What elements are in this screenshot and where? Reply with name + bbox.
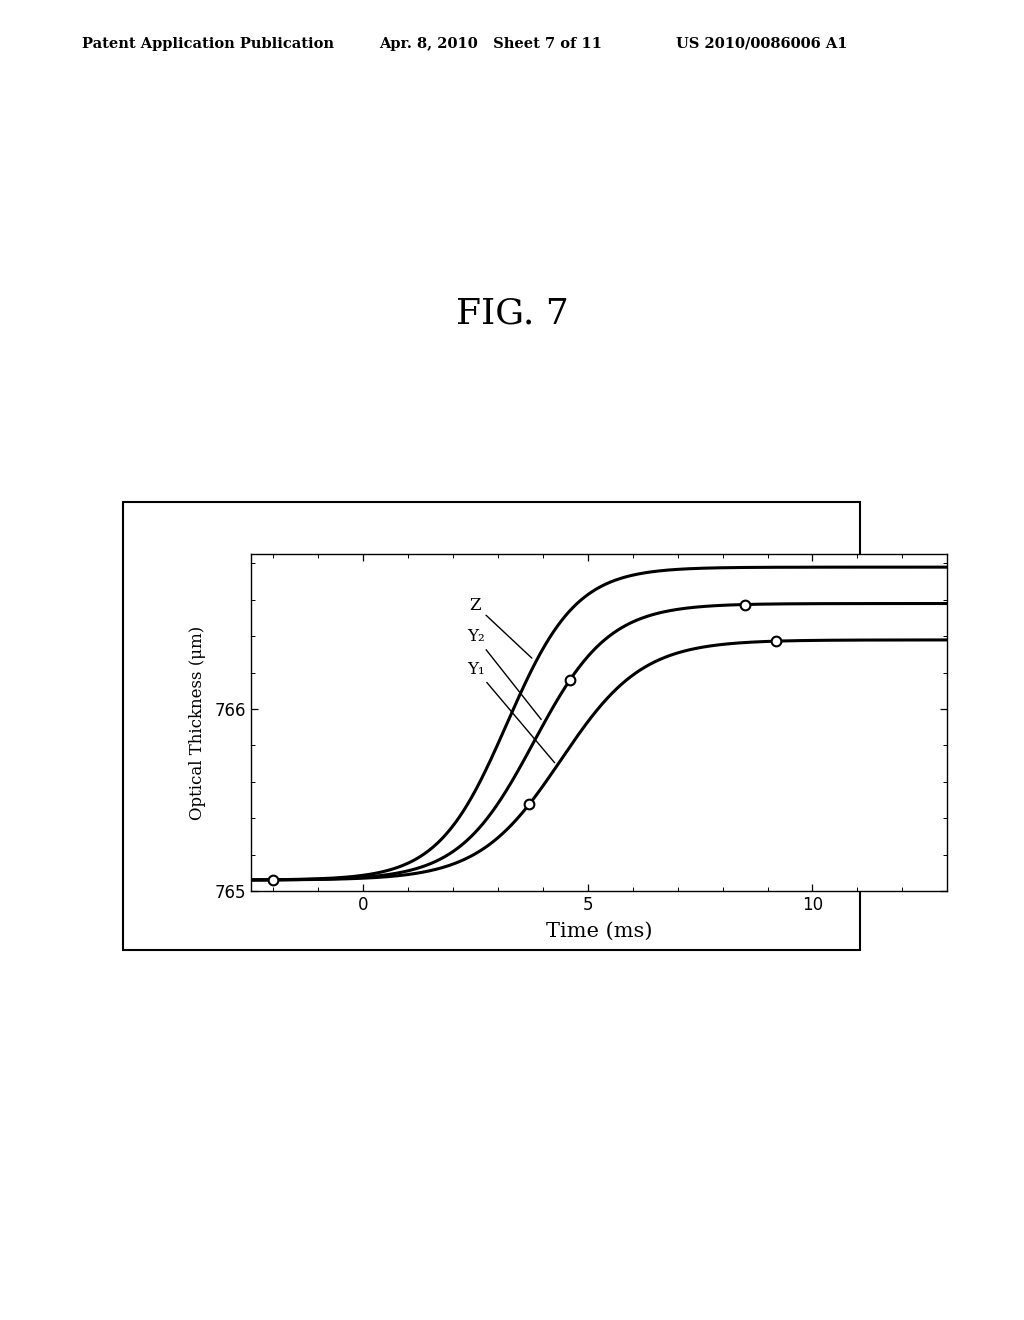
Text: US 2010/0086006 A1: US 2010/0086006 A1: [676, 37, 847, 50]
Text: FIG. 7: FIG. 7: [456, 297, 568, 330]
Text: Patent Application Publication: Patent Application Publication: [82, 37, 334, 50]
Y-axis label: Optical Thickness (μm): Optical Thickness (μm): [189, 626, 206, 820]
Text: Apr. 8, 2010   Sheet 7 of 11: Apr. 8, 2010 Sheet 7 of 11: [379, 37, 602, 50]
Text: Y₁: Y₁: [467, 660, 555, 763]
X-axis label: Time (ms): Time (ms): [546, 923, 652, 941]
Text: Z: Z: [470, 597, 531, 659]
Text: Y₂: Y₂: [467, 628, 541, 719]
